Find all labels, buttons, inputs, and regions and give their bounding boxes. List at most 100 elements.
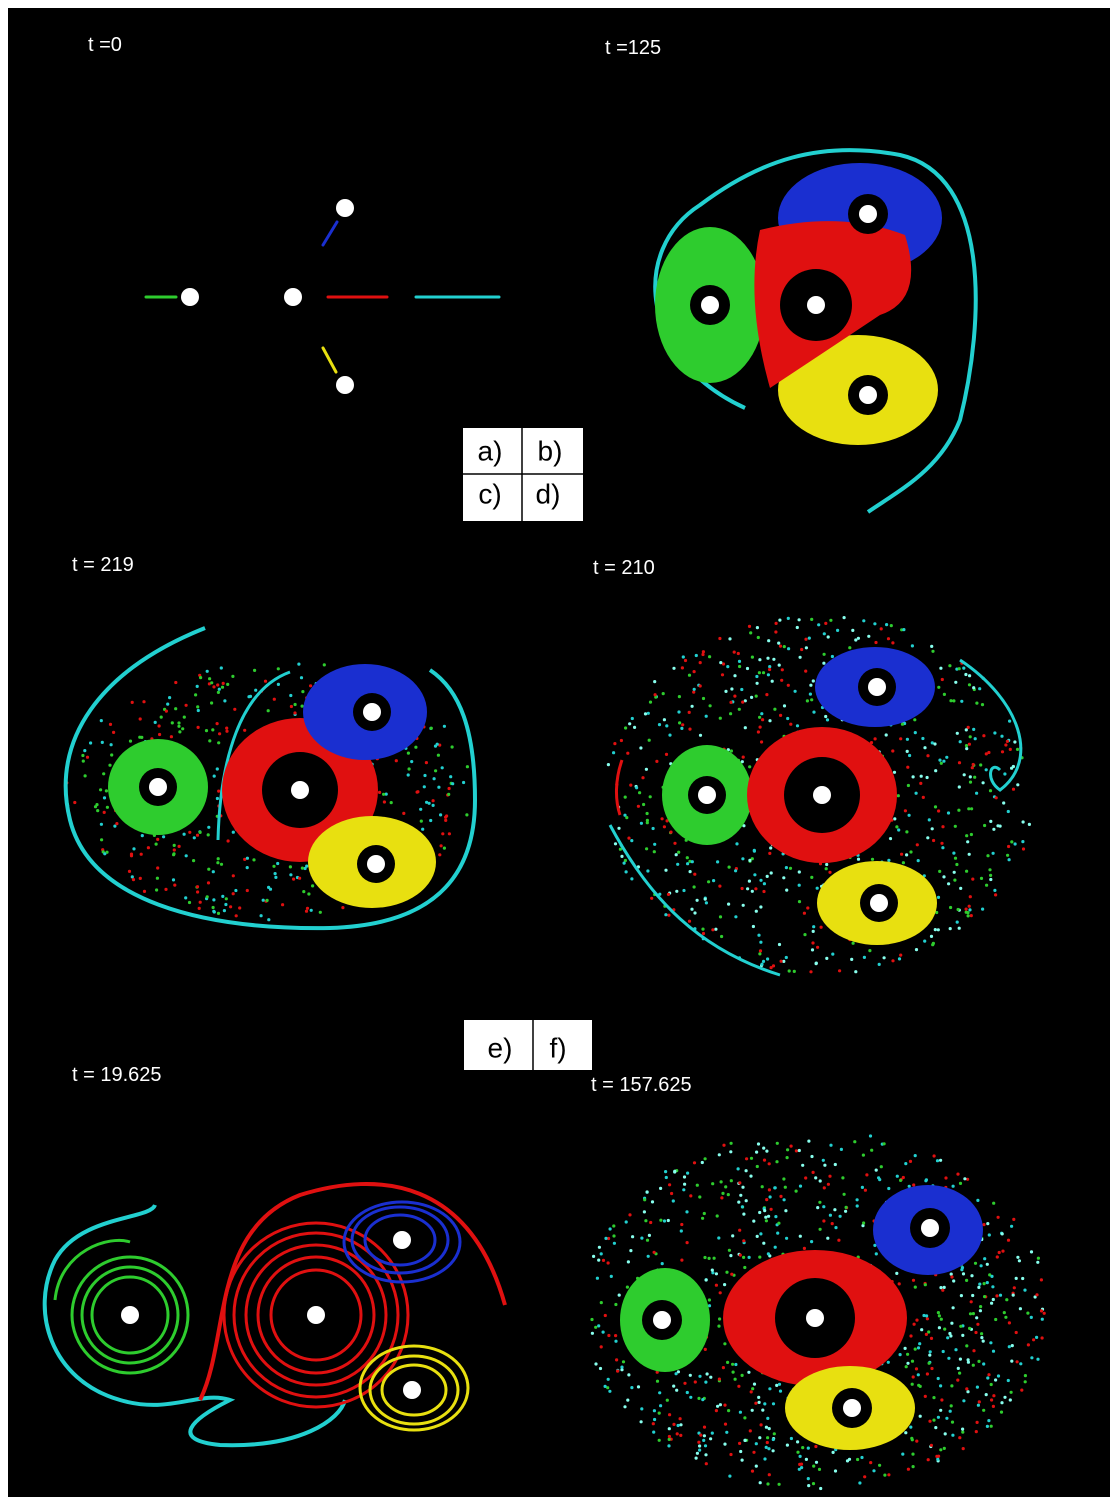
particle (755, 695, 758, 698)
particle (416, 791, 419, 794)
particle (699, 1434, 702, 1437)
particle (935, 1455, 938, 1458)
particle (872, 1469, 875, 1472)
particle (905, 853, 908, 856)
particle (729, 1150, 732, 1153)
particle (931, 827, 934, 830)
particle (911, 1453, 914, 1456)
particle (985, 768, 988, 771)
particle (991, 1285, 994, 1288)
particle (930, 1444, 933, 1447)
particle (220, 666, 223, 669)
particle (642, 803, 645, 806)
particle (925, 1314, 928, 1317)
particle (994, 1318, 997, 1321)
particle (823, 653, 826, 656)
particle (998, 1251, 1001, 1254)
particle (762, 890, 765, 893)
particle (930, 1337, 933, 1340)
particle (856, 1198, 859, 1201)
particle (722, 662, 725, 665)
particle (683, 1175, 686, 1178)
particle (756, 626, 759, 629)
particle (699, 734, 702, 737)
particle (944, 1432, 947, 1435)
particle (906, 1362, 909, 1365)
particle (297, 663, 300, 666)
particle (977, 1286, 980, 1289)
particle (968, 683, 971, 686)
particle (1041, 1336, 1044, 1339)
particle (719, 915, 722, 918)
particle (823, 1186, 826, 1189)
particle (677, 1424, 680, 1427)
particle (825, 863, 828, 866)
particle (183, 716, 186, 719)
particle (804, 638, 807, 641)
particle (970, 1274, 973, 1277)
particle (831, 1222, 834, 1225)
particle (302, 890, 305, 893)
particle (702, 697, 705, 700)
particle (440, 844, 443, 847)
particle (786, 1444, 789, 1447)
particle (691, 860, 694, 863)
particle (696, 1184, 699, 1187)
particle (937, 1311, 940, 1314)
particle (727, 1193, 730, 1196)
particle (959, 887, 962, 890)
particle (173, 884, 176, 887)
particle (689, 1194, 692, 1197)
particle (768, 1162, 771, 1165)
particle (983, 1282, 986, 1285)
particle (623, 1405, 626, 1408)
particle (988, 868, 991, 871)
particle (233, 708, 236, 711)
particle (434, 769, 437, 772)
particle (959, 1358, 962, 1361)
particle (789, 723, 792, 726)
particle (1007, 1239, 1010, 1242)
particle (939, 1159, 942, 1162)
particle (996, 1255, 999, 1258)
particle (653, 843, 656, 846)
particle (425, 761, 428, 764)
particle (741, 857, 744, 860)
particle (696, 1452, 699, 1455)
particle (975, 1430, 978, 1433)
particle (721, 1192, 724, 1195)
particle (738, 1442, 741, 1445)
particle (749, 1429, 752, 1432)
vortex (698, 786, 716, 804)
particle (260, 914, 263, 917)
particle (1041, 1318, 1044, 1321)
particle (602, 1331, 605, 1334)
particle (638, 791, 641, 794)
particle (895, 1272, 898, 1275)
particle (631, 1235, 634, 1238)
particle (738, 708, 741, 711)
particle (646, 1190, 649, 1193)
particle (863, 956, 866, 959)
particle (939, 1448, 942, 1451)
particle (113, 825, 116, 828)
particle (783, 645, 786, 648)
particle (462, 781, 465, 784)
particle (974, 737, 977, 740)
particle (995, 796, 998, 799)
particle (730, 1179, 733, 1182)
particle (753, 873, 756, 876)
particle (630, 1386, 633, 1389)
particle (929, 1350, 932, 1353)
particle (906, 766, 909, 769)
particle (869, 1461, 872, 1464)
particle (958, 761, 961, 764)
particle (1004, 743, 1007, 746)
particle (217, 857, 220, 860)
particle (628, 722, 631, 725)
particle (965, 1344, 968, 1347)
particle (954, 825, 957, 828)
particle (996, 824, 999, 827)
particle (748, 880, 751, 883)
particle (959, 1325, 962, 1328)
